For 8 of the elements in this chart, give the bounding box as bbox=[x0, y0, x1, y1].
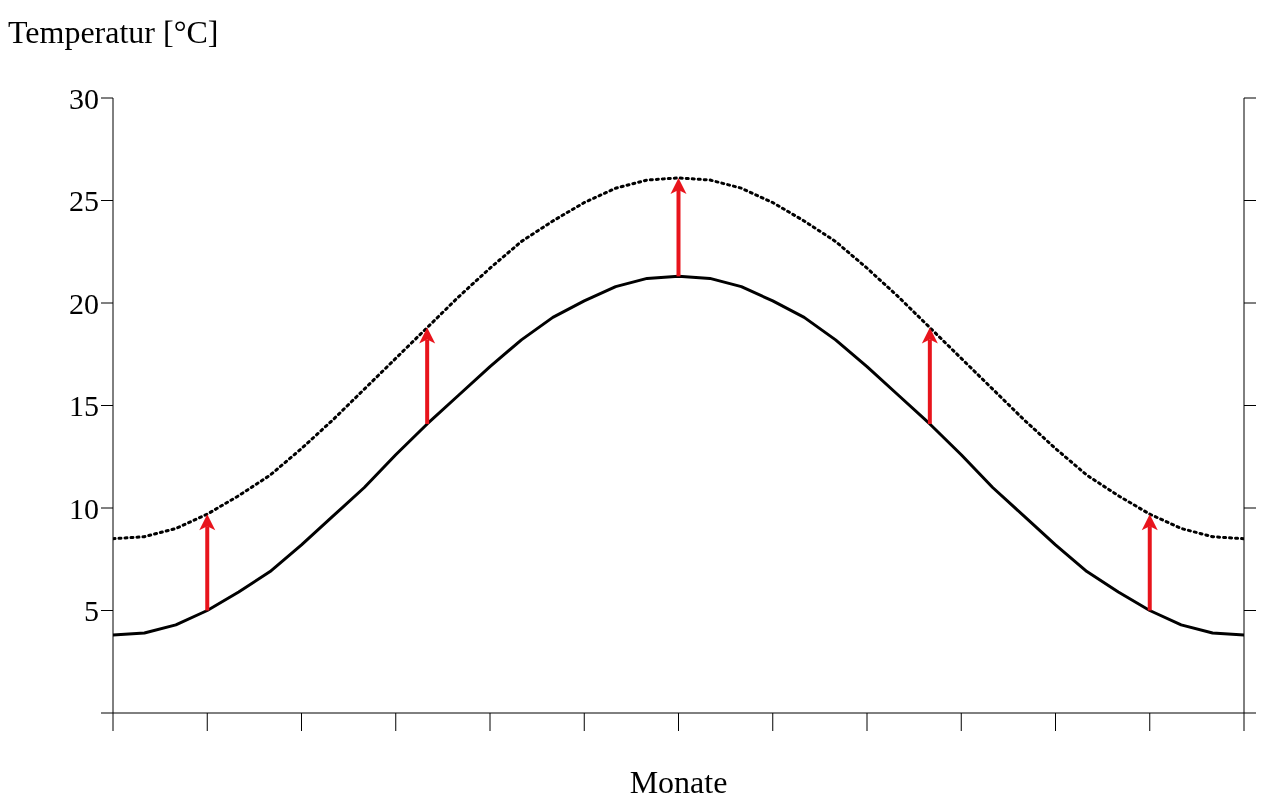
y-tick-label: 15 bbox=[69, 389, 99, 423]
x-axis-title: Monate bbox=[629, 764, 728, 800]
y-tick-label: 30 bbox=[69, 81, 99, 115]
y-tick-label: 25 bbox=[69, 184, 99, 218]
y-tick-label: 20 bbox=[69, 286, 99, 320]
y-axis-title: Temperatur [°C] bbox=[8, 14, 219, 51]
y-tick-label: 10 bbox=[69, 491, 99, 525]
y-tick-label: 5 bbox=[84, 594, 99, 628]
